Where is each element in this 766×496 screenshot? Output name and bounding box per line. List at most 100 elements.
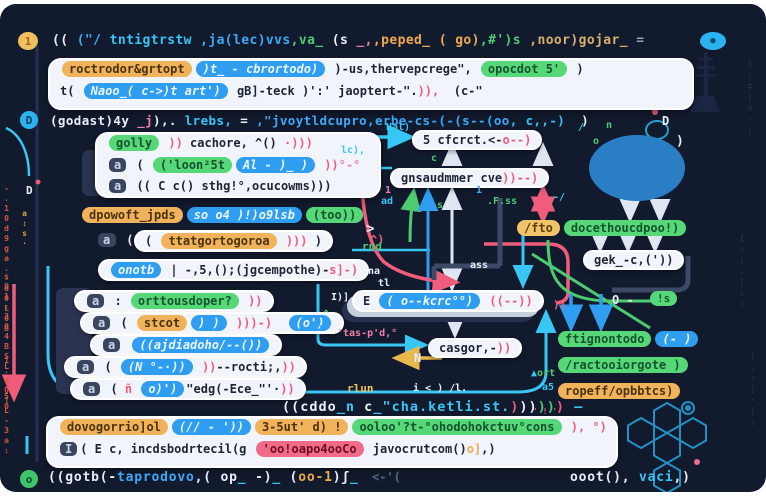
- code-segment: ▲: [531, 368, 538, 379]
- pink-dot-bottom: [694, 459, 700, 465]
- code-segment: opocdot 5': [480, 61, 568, 77]
- code-segment: ))): [278, 234, 308, 248]
- stack-row: a : orttousdoper? )): [74, 290, 274, 312]
- code-segment: (: [97, 360, 119, 374]
- gnsaudmmer-node: gnsaudmmer cve))--): [390, 168, 550, 188]
- code-segment: a: [109, 179, 127, 193]
- code-segment: )t_ - cbrortodo): [195, 61, 326, 77]
- cyan-curve-topleft: [5, 126, 31, 177]
- rud-label: rud: [362, 240, 382, 253]
- code-segment: /fto: [517, 220, 560, 236]
- code-segment: lrebs,: [184, 113, 241, 128]
- code-segment: a: [93, 316, 111, 330]
- ass-label: ass: [470, 260, 489, 271]
- watermark-column-2: {:;.|:≀: [737, 234, 747, 311]
- top-code-line: (( ("/ tntigtrstw ,ja(lec)vvs,va_ (s _,,…: [52, 33, 644, 48]
- stack-row: a ((ajdiadoho/--()): [90, 334, 283, 356]
- dpowoft-pill-row: dpowoft_jpds so o4 )!)o9lsb (too)): [80, 207, 365, 223]
- header-box-line-2: t( Naoo_( c->)t art') gB]-teck )':' jaop…: [50, 82, 692, 104]
- stack-row: a ( (N °-·)) ))--rocti;,)): [64, 356, 307, 378]
- red-curve-2: [484, 242, 570, 305]
- code-segment: ((--)): [489, 294, 533, 308]
- gray-connector-1: [431, 198, 503, 280]
- code-segment: )): [537, 399, 556, 415]
- code-segment: )),: [417, 84, 440, 98]
- code-segment: ((: [52, 33, 77, 48]
- red-dot-d: [35, 179, 41, 185]
- cachore-box: golly )) cachore, ^() ·))) a ( ('loon²5t…: [95, 132, 381, 198]
- code-segment: ): [307, 234, 322, 248]
- code-segment: a: [83, 382, 101, 396]
- code-segment: _: [272, 470, 281, 485]
- ibrack-label: I)]: [331, 292, 350, 303]
- code-segment: —: [565, 399, 584, 415]
- left-glyph-strip-3: 1.d0]L-3a:: [2, 356, 11, 456]
- code-segment: c: [355, 399, 374, 415]
- code-segment: a: [77, 360, 95, 374]
- lowpoly-sphere: [589, 135, 685, 201]
- code-segment: stcot: [136, 315, 188, 331]
- code-segment: a: [87, 294, 105, 308]
- code-segment: )): [240, 294, 263, 308]
- code-segment: )): [194, 360, 217, 374]
- onotb-row: onotb | -,5,();(jgcempothe)-s]-): [98, 259, 370, 281]
- ort-label: ▲ort: [531, 368, 555, 379]
- d-label-left: D: [26, 184, 33, 197]
- code-segment: , c,,-): [509, 113, 574, 128]
- code-segment: ): [555, 399, 566, 415]
- code-segment: orttousdoper?: [130, 293, 239, 309]
- code-segment: ): [510, 399, 520, 415]
- line-badge-o: o: [20, 470, 38, 488]
- code-segment: golly: [109, 135, 160, 151]
- caret-label: ^: [323, 309, 330, 320]
- line-number-badge-1: 1: [18, 32, 38, 50]
- code-segment: o]: [466, 442, 482, 456]
- code-segment: )-us,thervepcrege",: [327, 62, 479, 76]
- na-label: na: [368, 266, 381, 277]
- code-segment: | -,5,();(jgcempothe)-: [163, 263, 330, 277]
- one-blue-label: 1: [476, 185, 483, 196]
- code-segment: ( go): [438, 33, 480, 48]
- code-segment: _: [237, 470, 247, 485]
- ad-label: ad: [381, 196, 394, 207]
- code-segment: so o4 )!)o9lsb: [186, 207, 302, 223]
- bottom-box: dovogorrio]ol (// - ')) 3-5ut' d) ! ooloo'?…: [46, 416, 618, 468]
- hexagon-molecule: [627, 401, 707, 492]
- code-segment: ropeff/opbbtcs): [558, 383, 681, 399]
- code-segment: (: [103, 382, 125, 396]
- code-segment: ,va_: [290, 33, 332, 48]
- code-segment: )): [496, 341, 512, 355]
- paren-label: ): [676, 134, 684, 149]
- code-segment: -): [246, 470, 273, 485]
- code-segment: )): [161, 136, 183, 150]
- ftot-card: ( ttatgortogoroa ))) ): [134, 230, 333, 252]
- code-segment: gek_-c,(')): [594, 253, 674, 267]
- code-segment: ,"jvoytldcupro,: [256, 113, 375, 128]
- code-segment: °-°: [338, 158, 361, 172]
- code-segment: ,): [481, 442, 496, 456]
- code-segment: (: [145, 234, 160, 248]
- o-dash-pill: !s: [650, 291, 678, 306]
- code-segment: (N °-·)): [120, 359, 193, 375]
- code-segment: ("/: [76, 33, 110, 48]
- code-segment: --rocti;,: [216, 360, 282, 374]
- left-glyph-strip-1: -.10d9ga.-d0L0B: [2, 184, 11, 334]
- code-segment: ,): [673, 470, 691, 485]
- code-segment: a: [98, 233, 116, 247]
- code-segment: ttatgortogoroa: [161, 233, 277, 249]
- cachore-row: a (( C c() sthg!°,ocucowms))): [97, 178, 379, 200]
- code-segment: dpowoft_jpds: [82, 207, 183, 223]
- gray-connector-2: [612, 256, 691, 293]
- fto-node: /fto docethoucdpoo!): [515, 220, 688, 236]
- slash-cyan-label: /: [578, 122, 585, 133]
- c-green-label: c: [431, 153, 438, 164]
- code-segment: cachore, ^(): [182, 136, 284, 150]
- gt-label: >: [366, 221, 375, 237]
- green-up-arrow: [400, 187, 422, 243]
- code-segment: vaci: [639, 470, 674, 485]
- code-segment: ,#')s: [479, 33, 530, 48]
- code-segment: ((cddo: [282, 399, 337, 415]
- n-arrow-label: N: [414, 351, 422, 365]
- tl-label: tl: [378, 278, 391, 289]
- code-segment: I: [60, 442, 78, 456]
